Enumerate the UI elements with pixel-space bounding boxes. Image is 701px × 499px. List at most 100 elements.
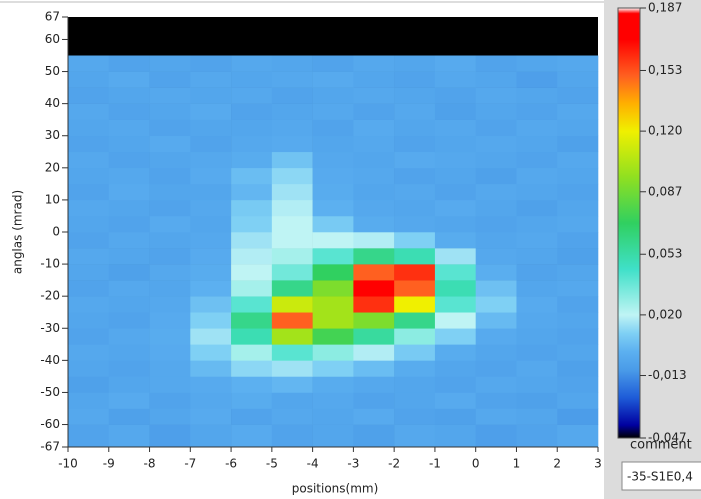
heatmap-cell bbox=[190, 296, 232, 313]
heatmap-cell bbox=[557, 135, 599, 153]
comment-box[interactable] bbox=[621, 461, 701, 491]
colorbar-tick-label: -0,013 bbox=[648, 368, 687, 382]
y-tick-label: -67 bbox=[40, 440, 60, 454]
heatmap-cell bbox=[394, 392, 436, 409]
heatmap-cell bbox=[190, 151, 232, 169]
heatmap-cell bbox=[353, 87, 395, 104]
heatmap-cell bbox=[353, 103, 395, 120]
heatmap-cell bbox=[434, 135, 476, 153]
heatmap-cell bbox=[108, 344, 150, 361]
heatmap-cell bbox=[353, 328, 395, 345]
heatmap-cell bbox=[475, 199, 517, 217]
x-tick-label: -4 bbox=[307, 457, 319, 471]
heatmap-cell bbox=[516, 167, 558, 185]
heatmap-cell bbox=[190, 248, 232, 265]
heatmap-cell bbox=[190, 328, 232, 345]
heatmap-cell bbox=[475, 232, 517, 249]
heatmap-cell bbox=[434, 119, 476, 137]
heatmap-cell bbox=[231, 312, 273, 329]
heatmap-cell bbox=[394, 296, 436, 313]
x-tick-label: -1 bbox=[429, 457, 441, 471]
heatmap-cell bbox=[312, 199, 354, 217]
heatmap-cell bbox=[312, 360, 354, 377]
heatmap-cell bbox=[312, 312, 354, 329]
heatmap-cell bbox=[231, 296, 273, 313]
heatmap-cell bbox=[394, 151, 436, 169]
heatmap-cell bbox=[434, 376, 476, 393]
heatmap-cell bbox=[190, 183, 232, 201]
heatmap-cell bbox=[149, 280, 191, 297]
heatmap-cell bbox=[68, 71, 110, 88]
heatmap-cell bbox=[434, 103, 476, 120]
heatmap-cell bbox=[475, 103, 517, 120]
heatmap-cell bbox=[312, 55, 354, 72]
heatmap-cell bbox=[394, 232, 436, 249]
y-tick-label: -30 bbox=[40, 321, 60, 335]
heatmap-cell bbox=[271, 376, 313, 393]
heatmap-cell bbox=[108, 360, 150, 377]
heatmap-cell bbox=[557, 232, 599, 249]
heatmap-cell bbox=[231, 264, 273, 281]
heatmap-cell bbox=[108, 119, 150, 137]
heatmap-cell bbox=[475, 424, 517, 448]
heatmap-cell bbox=[475, 344, 517, 361]
heatmap-cell bbox=[149, 167, 191, 185]
heatmap-cell bbox=[190, 199, 232, 217]
heatmap-cell bbox=[271, 232, 313, 249]
heatmap-cell bbox=[557, 280, 599, 297]
heatmap-cell bbox=[271, 360, 313, 377]
heatmap-cell bbox=[271, 312, 313, 329]
x-tick-label: -10 bbox=[58, 457, 78, 471]
heatmap-cell bbox=[231, 280, 273, 297]
heatmap-cell bbox=[394, 167, 436, 185]
heatmap-cell bbox=[516, 55, 558, 72]
heatmap-cell bbox=[434, 199, 476, 217]
comment-value[interactable]: -35-S1E0,4 bbox=[627, 470, 693, 484]
heatmap-cell bbox=[353, 199, 395, 217]
heatmap-cell bbox=[516, 103, 558, 120]
y-tick-label: 60 bbox=[45, 32, 60, 46]
heatmap-cell bbox=[353, 264, 395, 281]
y-tick-label: 40 bbox=[45, 96, 60, 110]
heatmap-cell bbox=[516, 151, 558, 169]
heatmap-cell bbox=[271, 264, 313, 281]
colorbar-tick-label: 0,020 bbox=[648, 307, 682, 321]
heatmap-cell bbox=[149, 360, 191, 377]
heatmap-cell bbox=[516, 71, 558, 88]
x-tick-label: -6 bbox=[225, 457, 237, 471]
heatmap-cell bbox=[231, 135, 273, 153]
heatmap-cell bbox=[271, 71, 313, 88]
heatmap-cell bbox=[475, 183, 517, 201]
heatmap-cell bbox=[231, 376, 273, 393]
heatmap-cell bbox=[68, 215, 110, 233]
heatmap-cell bbox=[271, 215, 313, 233]
y-tick-label: -20 bbox=[40, 289, 60, 303]
heatmap-cell bbox=[190, 360, 232, 377]
heatmap-cell bbox=[68, 360, 110, 377]
heatmap-cell bbox=[516, 360, 558, 377]
heatmap-cell bbox=[312, 71, 354, 88]
heatmap-cell bbox=[231, 424, 273, 448]
heatmap-cell bbox=[516, 215, 558, 233]
heatmap-cell bbox=[68, 183, 110, 201]
heatmap-cell bbox=[353, 71, 395, 88]
heatmap-cell bbox=[271, 151, 313, 169]
heatmap-cell bbox=[68, 328, 110, 345]
heatmap-cell bbox=[557, 215, 599, 233]
heatmap-cell bbox=[68, 264, 110, 281]
heatmap-cell bbox=[312, 376, 354, 393]
heatmap-cell bbox=[108, 71, 150, 88]
heatmap-cell bbox=[557, 167, 599, 185]
heatmap-cell bbox=[271, 103, 313, 120]
heatmap-cell bbox=[394, 103, 436, 120]
heatmap-cell bbox=[190, 376, 232, 393]
heatmap-cell bbox=[149, 103, 191, 120]
heatmap-cell bbox=[557, 344, 599, 361]
heatmap-cell bbox=[557, 424, 599, 448]
heatmap-cell bbox=[68, 344, 110, 361]
colorbar-tick-label: 0,053 bbox=[648, 247, 682, 261]
heatmap-cell bbox=[557, 55, 599, 72]
heatmap-cell bbox=[312, 248, 354, 265]
x-tick-label: -5 bbox=[266, 457, 278, 471]
heatmap-cell bbox=[394, 87, 436, 104]
